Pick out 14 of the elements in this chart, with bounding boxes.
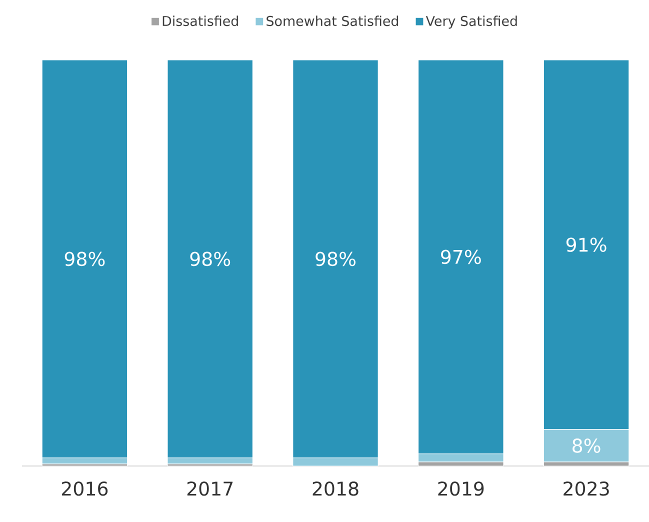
- data-label: 91%: [566, 238, 606, 252]
- x-tick-label: 2019: [438, 481, 484, 496]
- data-label: 97%: [441, 250, 481, 264]
- data-label: 8%: [572, 438, 600, 453]
- legend-label: Somewhat Satisfied: [266, 16, 398, 26]
- x-tick-label: 2018: [312, 481, 358, 496]
- data-label: 98%: [316, 252, 356, 266]
- legend-label: Very Satisfied: [426, 16, 517, 29]
- data-label: 98%: [64, 252, 105, 266]
- legend-label: Dissatisfied: [162, 16, 238, 26]
- x-tick-label: 2016: [62, 481, 108, 496]
- data-label: 98%: [190, 252, 230, 266]
- x-tick-label: 2023: [564, 481, 609, 496]
- x-tick-label: 2017: [187, 481, 233, 496]
